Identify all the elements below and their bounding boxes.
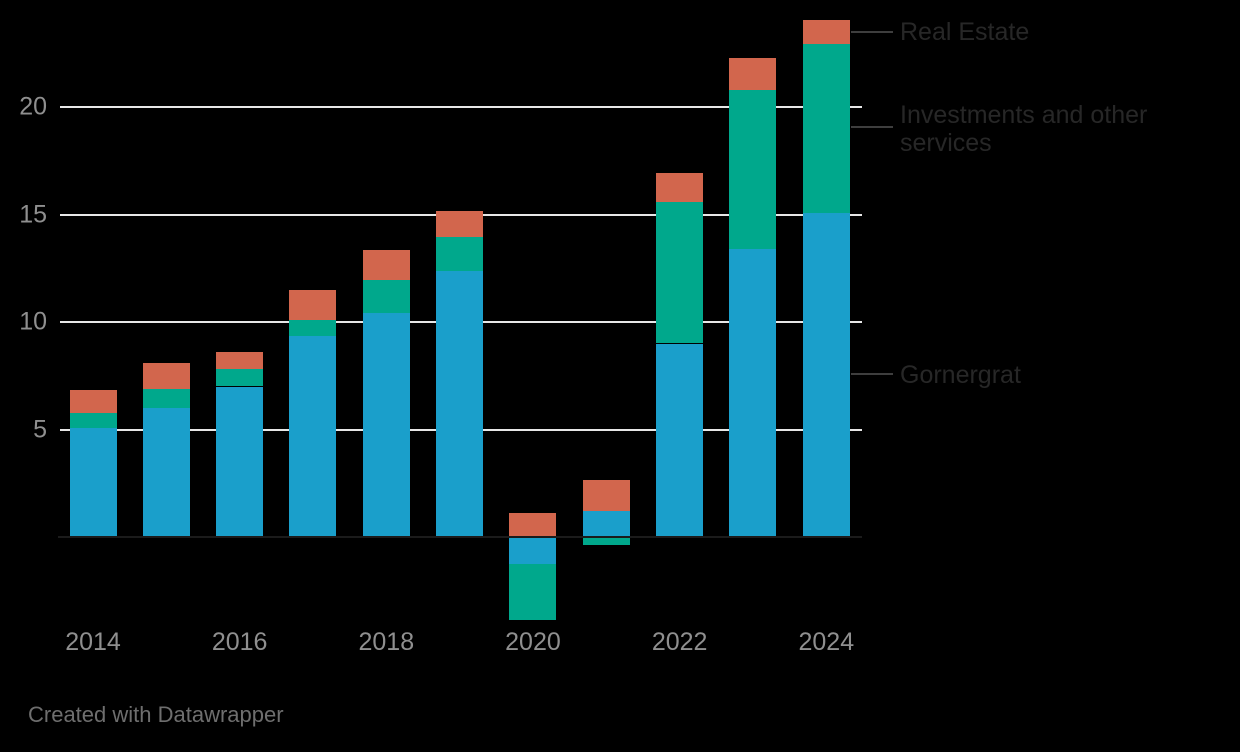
bar-segment-2022-gornergrat[interactable] bbox=[656, 343, 704, 537]
bar-segment-2020-investments-and-other-services[interactable] bbox=[509, 563, 557, 620]
bar-segment-2020-gornergrat[interactable] bbox=[509, 537, 557, 564]
bar-segment-2021-gornergrat[interactable] bbox=[582, 511, 630, 537]
x-axis-tick-label-2022: 2022 bbox=[651, 628, 708, 656]
x-axis-tick-label-2018: 2018 bbox=[358, 628, 415, 656]
bar-segment-2014-gornergrat[interactable] bbox=[69, 428, 117, 537]
bar-segment-2019-gornergrat[interactable] bbox=[436, 271, 484, 537]
bar-segment-2017-real-estate[interactable] bbox=[289, 289, 337, 320]
series-label-investments: Investments and other services bbox=[900, 101, 1148, 157]
leader-line-real-estate bbox=[851, 31, 893, 33]
bar-segment-2015-gornergrat[interactable] bbox=[142, 408, 190, 537]
bar-segment-2018-investments-and-other-services[interactable] bbox=[362, 280, 410, 314]
gridline-20 bbox=[60, 106, 862, 108]
bar-segment-2016-investments-and-other-services[interactable] bbox=[216, 369, 264, 387]
bar-segment-2018-gornergrat[interactable] bbox=[362, 313, 410, 537]
x-axis-tick-label-2016: 2016 bbox=[211, 628, 268, 656]
bar-segment-2024-investments-and-other-services[interactable] bbox=[802, 43, 850, 214]
x-axis-tick-label-2020: 2020 bbox=[505, 628, 561, 656]
bar-segment-2023-real-estate[interactable] bbox=[729, 57, 777, 90]
leader-line-investments bbox=[851, 126, 893, 128]
bar-segment-2021-investments-and-other-services[interactable] bbox=[582, 537, 630, 545]
bar-segment-2018-real-estate[interactable] bbox=[362, 249, 410, 281]
bar-segment-2016-gornergrat[interactable] bbox=[216, 386, 264, 537]
bar-segment-2016-real-estate[interactable] bbox=[216, 352, 264, 370]
bar-segment-2015-real-estate[interactable] bbox=[142, 362, 190, 389]
series-label-real-estate: Real Estate bbox=[900, 18, 1030, 46]
x-axis-tick-label-2024: 2024 bbox=[798, 628, 855, 656]
series-label-gornergrat: Gornergrat bbox=[900, 361, 1021, 389]
x-axis-baseline bbox=[58, 536, 862, 538]
bar-segment-2024-real-estate[interactable] bbox=[802, 19, 850, 44]
bar-segment-2014-real-estate[interactable] bbox=[69, 389, 117, 414]
bar-segment-2023-gornergrat[interactable] bbox=[729, 248, 777, 537]
bar-segment-2022-investments-and-other-services[interactable] bbox=[656, 201, 704, 344]
datawrapper-attribution: Created with Datawrapper bbox=[28, 702, 284, 727]
y-axis-tick-label: 20 bbox=[19, 92, 47, 121]
bar-segment-2024-gornergrat[interactable] bbox=[802, 213, 850, 537]
x-axis-tick-label-2014: 2014 bbox=[65, 628, 121, 656]
bar-segment-2017-gornergrat[interactable] bbox=[289, 335, 337, 537]
bar-segment-2021-real-estate[interactable] bbox=[582, 480, 630, 512]
bar-segment-2019-real-estate[interactable] bbox=[436, 211, 484, 238]
y-axis-tick-label: 5 bbox=[33, 415, 47, 443]
bar-segment-2015-investments-and-other-services[interactable] bbox=[142, 388, 190, 408]
bar-segment-2022-real-estate[interactable] bbox=[656, 172, 704, 202]
bar-segment-2019-investments-and-other-services[interactable] bbox=[436, 237, 484, 272]
bar-segment-2017-investments-and-other-services[interactable] bbox=[289, 319, 337, 336]
y-axis-tick-label: 15 bbox=[19, 200, 47, 228]
bar-segment-2014-investments-and-other-services[interactable] bbox=[69, 413, 117, 429]
y-axis-tick-label: 10 bbox=[19, 307, 47, 336]
bar-segment-2020-real-estate[interactable] bbox=[509, 513, 557, 537]
leader-line-gornergrat bbox=[851, 373, 893, 375]
bar-segment-2023-investments-and-other-services[interactable] bbox=[729, 89, 777, 249]
